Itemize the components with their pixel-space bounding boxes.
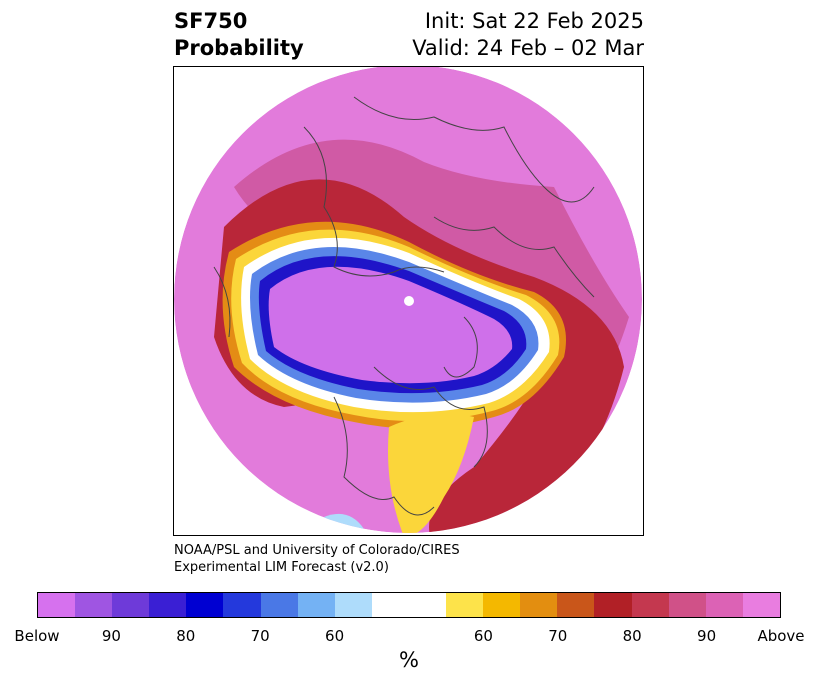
colorbar-segment (705, 593, 743, 617)
colorbar-segment (446, 593, 484, 617)
below-core (268, 266, 513, 384)
colorbar-tick-label: 70 (548, 627, 568, 645)
variable-title: SF750 (174, 9, 248, 33)
coastlines (213, 96, 595, 516)
colorbar-segment (520, 593, 558, 617)
probability-field (174, 67, 642, 533)
colorbar-segment (38, 593, 76, 617)
colorbar-segment (112, 593, 150, 617)
credit-block: NOAA/PSL and University of Colorado/CIRE… (174, 542, 460, 576)
north-america-yellow (388, 413, 474, 533)
product-title: Probability (174, 36, 304, 60)
colorbar-segment (408, 593, 447, 617)
colorbar-segment (483, 593, 521, 617)
map-svg (174, 67, 642, 533)
map-title-block: SF750 Probability (174, 8, 304, 62)
credit-line-1: NOAA/PSL and University of Colorado/CIRE… (174, 543, 460, 558)
init-date: Init: Sat 22 Feb 2025 (424, 9, 644, 33)
colorbar-segment (371, 593, 409, 617)
pole-hole (404, 296, 414, 306)
colorbar-tick-label: 80 (622, 627, 642, 645)
light-blue-patch (324, 513, 364, 531)
colorbar-tick-label: 90 (101, 627, 121, 645)
credit-line-2: Experimental LIM Forecast (v2.0) (174, 560, 389, 575)
colorbar-segment (668, 593, 706, 617)
forecast-map (173, 66, 644, 536)
colorbar-tick-label: 80 (176, 627, 196, 645)
colorbar-segment (631, 593, 669, 617)
colorbar-segment (334, 593, 372, 617)
colorbar-tick-label: Below (14, 627, 60, 645)
colorbar (37, 592, 781, 618)
date-block: Init: Sat 22 Feb 2025 Valid: 24 Feb – 02… (412, 8, 644, 62)
colorbar-segment (186, 593, 224, 617)
colorbar-segment (297, 593, 335, 617)
colorbar-tick-label: 60 (325, 627, 345, 645)
valid-range: Valid: 24 Feb – 02 Mar (412, 36, 644, 60)
colorbar-segment (149, 593, 187, 617)
colorbar-unit: % (399, 648, 419, 672)
colorbar-tick-label: 90 (697, 627, 717, 645)
colorbar-segment (742, 593, 780, 617)
colorbar-tick-label: 70 (250, 627, 270, 645)
colorbar-segment (260, 593, 298, 617)
colorbar-segment (594, 593, 632, 617)
colorbar-segment (223, 593, 261, 617)
colorbar-segment (557, 593, 595, 617)
colorbar-segment (75, 593, 113, 617)
colorbar-tick-label: Above (757, 627, 805, 645)
colorbar-tick-label: 60 (473, 627, 493, 645)
